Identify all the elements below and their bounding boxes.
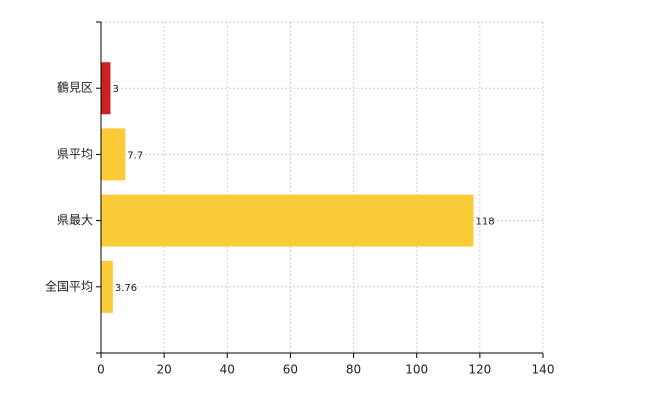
x-tick-label: 120	[468, 363, 491, 377]
bar	[101, 62, 111, 115]
y-tick-label: 全国平均	[45, 278, 93, 293]
x-tick-label: 40	[220, 363, 235, 377]
x-tick-label: 140	[532, 363, 555, 377]
y-tick-label: 県平均	[57, 147, 93, 161]
bar	[101, 194, 474, 247]
value-label: 3	[112, 84, 118, 95]
y-tick-label: 鶴見区	[57, 80, 93, 95]
y-tick-label: 県最大	[57, 213, 93, 227]
bar	[101, 128, 126, 181]
x-tick-label: 20	[157, 363, 172, 377]
bar	[101, 260, 113, 313]
x-tick-label: 60	[283, 363, 298, 377]
value-label: 3.76	[115, 283, 137, 294]
value-label: 7.7	[127, 150, 143, 161]
value-label: 118	[476, 217, 495, 228]
x-tick-label: 0	[97, 363, 105, 377]
x-tick-label: 100	[405, 363, 428, 377]
x-tick-label: 80	[346, 363, 361, 377]
